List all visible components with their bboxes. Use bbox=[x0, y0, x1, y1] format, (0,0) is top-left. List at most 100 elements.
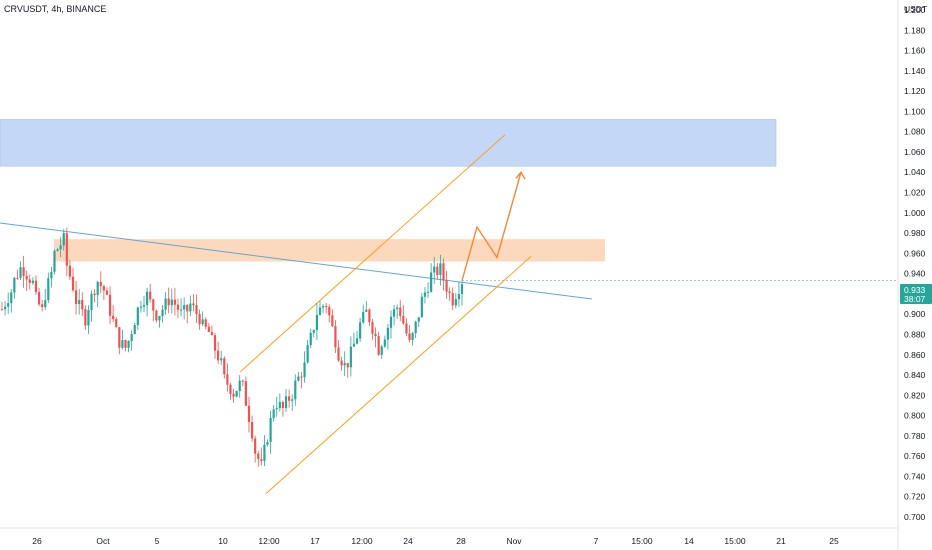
candle-body bbox=[442, 263, 445, 281]
y-tick-label: 0.780 bbox=[904, 431, 926, 441]
candle-body bbox=[16, 277, 19, 279]
candle-body bbox=[158, 316, 161, 321]
candle-body bbox=[7, 303, 10, 307]
candle-body bbox=[331, 315, 334, 327]
candle-body bbox=[118, 327, 121, 348]
candle-body bbox=[90, 293, 93, 311]
candle-body bbox=[176, 304, 180, 310]
candle-body bbox=[22, 267, 25, 276]
candle-body bbox=[426, 291, 430, 293]
candle-body bbox=[136, 307, 139, 326]
y-tick-label: 1.140 bbox=[904, 66, 926, 76]
candle-body bbox=[127, 340, 130, 348]
y-tick-label: 0.840 bbox=[904, 370, 926, 380]
candle-body bbox=[167, 298, 170, 306]
candle-body bbox=[130, 334, 133, 341]
candle-body bbox=[291, 399, 294, 401]
candle-body bbox=[173, 299, 176, 305]
candle-body bbox=[454, 299, 457, 306]
candle-body bbox=[37, 292, 41, 305]
candle-body bbox=[321, 306, 325, 308]
candle-body bbox=[445, 280, 448, 292]
candle-body bbox=[139, 306, 143, 308]
candle-body bbox=[254, 438, 257, 454]
overlay-layer bbox=[461, 171, 898, 282]
candle-body bbox=[349, 346, 352, 368]
x-tick-label: 7 bbox=[594, 536, 599, 546]
x-tick-label: 12:00 bbox=[351, 536, 373, 546]
y-tick-label: 0.700 bbox=[904, 512, 926, 522]
candle-body bbox=[235, 390, 238, 397]
candle-body bbox=[78, 300, 81, 305]
candle-body bbox=[309, 332, 312, 346]
y-tick-label: 0.800 bbox=[904, 411, 926, 421]
candle-body bbox=[269, 417, 272, 442]
unit-label: USDT bbox=[904, 4, 927, 14]
x-tick-label: 17 bbox=[310, 536, 320, 546]
candle-body bbox=[365, 309, 368, 312]
candle-body bbox=[328, 307, 331, 316]
candle-body bbox=[377, 335, 380, 355]
candle-body bbox=[389, 316, 393, 328]
x-tick-label: Nov bbox=[506, 536, 522, 546]
candle-body bbox=[414, 321, 417, 334]
candle-body bbox=[411, 333, 414, 340]
candle-body bbox=[352, 343, 356, 347]
candle-body bbox=[149, 291, 152, 300]
candle-body bbox=[93, 293, 96, 296]
candle-body bbox=[405, 323, 408, 334]
candle-body bbox=[96, 281, 99, 296]
candle-body bbox=[260, 459, 263, 461]
candle-body bbox=[281, 402, 285, 409]
target-zone bbox=[0, 119, 777, 167]
candle-body bbox=[386, 327, 390, 340]
candle-body bbox=[74, 290, 78, 305]
candle-body bbox=[121, 340, 124, 348]
candle-body bbox=[266, 441, 269, 445]
resistance-zone bbox=[54, 239, 605, 262]
y-tick-label: 1.020 bbox=[904, 188, 926, 198]
candle-body bbox=[164, 298, 167, 310]
candle-body bbox=[312, 329, 315, 333]
candle-body bbox=[399, 307, 402, 316]
candle-body bbox=[108, 294, 112, 316]
candle-body bbox=[152, 299, 155, 311]
y-tick-label: 0.940 bbox=[904, 269, 926, 279]
candle-body bbox=[186, 305, 189, 312]
candle-body bbox=[448, 291, 451, 294]
candle-body bbox=[71, 276, 75, 291]
candle-body bbox=[142, 305, 146, 307]
x-tick-label: 28 bbox=[456, 536, 466, 546]
candle-body bbox=[44, 300, 47, 308]
candle-body bbox=[59, 245, 62, 250]
current-price-countdown: 38:07 bbox=[904, 294, 926, 304]
candle-body bbox=[105, 290, 109, 295]
x-tick-label: 15:00 bbox=[631, 536, 653, 546]
candle-body bbox=[294, 380, 297, 400]
y-tick-label: 1.200 bbox=[904, 5, 926, 15]
candle-body bbox=[272, 409, 275, 418]
candle-body bbox=[10, 292, 13, 304]
candle-body bbox=[192, 303, 195, 306]
candle-body bbox=[436, 266, 439, 275]
x-tick-label: Oct bbox=[96, 536, 110, 546]
candle-body bbox=[396, 307, 399, 310]
candle-body bbox=[451, 293, 454, 306]
y-tick-label: 0.860 bbox=[904, 350, 926, 360]
y-tick-label: 0.720 bbox=[904, 492, 926, 502]
candle-body bbox=[383, 339, 386, 347]
candle-body bbox=[155, 310, 158, 321]
y-tick-label: 0.760 bbox=[904, 451, 926, 461]
candle-body bbox=[220, 358, 223, 361]
candle-body bbox=[334, 326, 337, 348]
candle-body bbox=[346, 363, 349, 368]
candle-body bbox=[325, 306, 328, 308]
y-tick-label: 1.100 bbox=[904, 106, 926, 116]
candle-body bbox=[62, 233, 65, 246]
candle-body bbox=[112, 315, 115, 320]
y-tick-label: 0.960 bbox=[904, 248, 926, 258]
candle-body bbox=[303, 362, 306, 378]
candle-body bbox=[115, 319, 118, 328]
candle-body bbox=[359, 322, 362, 339]
